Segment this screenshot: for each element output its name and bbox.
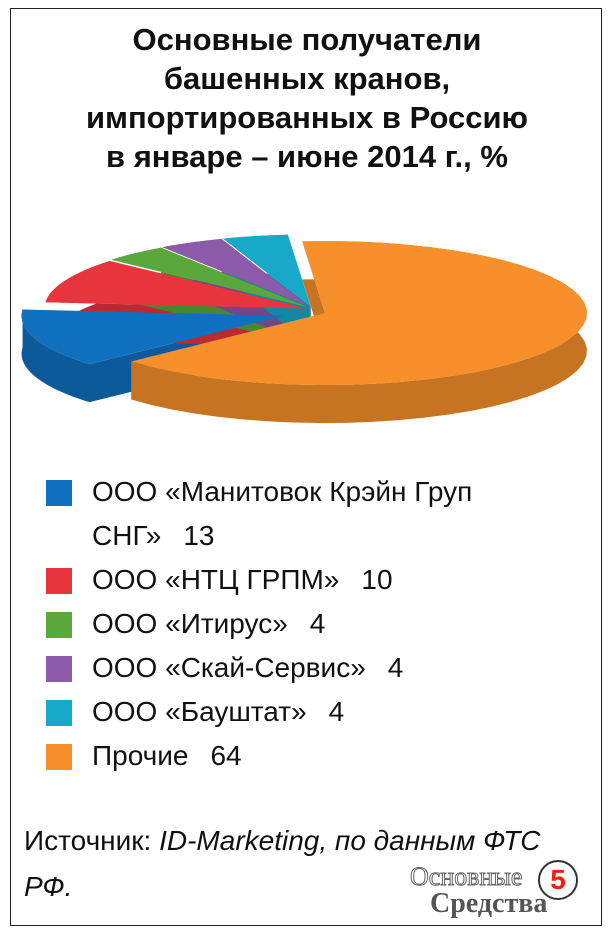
legend-label: ООО «Бауштат» <box>92 696 307 727</box>
legend-label: ООО «Итирус» <box>92 608 288 639</box>
slice-side <box>223 234 311 345</box>
slice <box>223 234 311 307</box>
logo-line1: Основные <box>409 862 523 892</box>
legend-value: 10 <box>361 564 393 595</box>
legend-item: ООО «Бауштат» 4 <box>40 690 532 734</box>
legend-swatch <box>46 568 72 594</box>
legend-value: 4 <box>328 696 345 727</box>
slice <box>131 241 587 386</box>
source-text: ID-Marketing, по данным ФТС РФ. <box>24 825 541 902</box>
legend-value: 4 <box>309 608 326 639</box>
legend-value: 13 <box>183 520 215 551</box>
legend-value: 4 <box>387 652 404 683</box>
slice <box>45 261 307 309</box>
slice <box>21 309 284 365</box>
legend-swatch <box>46 612 72 638</box>
frame <box>10 8 602 926</box>
legend-item: Прочие 64 <box>40 734 532 778</box>
pie-tops <box>21 234 587 386</box>
legend-swatch <box>46 700 72 726</box>
logo-badge: 5 <box>538 860 578 900</box>
legend-label: ООО «Скай-Сервис» <box>92 652 366 683</box>
legend-item: ООО «Манитовок Крэйн Груп СНГ» 13 <box>40 470 532 558</box>
legend-item: ООО «НТЦ ГРПМ» 10 <box>40 558 532 602</box>
source-label: Источник: <box>24 825 152 856</box>
slice <box>162 238 310 307</box>
legend-item: ООО «Скай-Сервис» 4 <box>40 646 532 690</box>
legend-value: 64 <box>210 740 242 771</box>
legend-swatch <box>46 744 72 770</box>
slice <box>111 247 309 308</box>
legend: ООО «Манитовок Крэйн Груп СНГ» 13 ООО «НТЦ… <box>40 470 540 778</box>
legend-label: ООО «НТЦ ГРПМ» <box>92 564 340 595</box>
logo-line2: Средства <box>430 888 548 919</box>
logo: Основные Средства 5 <box>409 860 600 926</box>
pie-chart <box>21 234 587 424</box>
legend-swatch <box>46 480 72 506</box>
legend-label: Прочие <box>92 740 189 771</box>
legend-label: ООО «Манитовок Крэйн Груп СНГ» <box>92 476 473 551</box>
legend-swatch <box>46 656 72 682</box>
legend-item: ООО «Итирус» 4 <box>40 602 532 646</box>
source: Источник: ID-Marketing, по данным ФТС РФ… <box>24 818 594 910</box>
chart-title: Основные получатели башенных кранов, имп… <box>85 22 529 174</box>
